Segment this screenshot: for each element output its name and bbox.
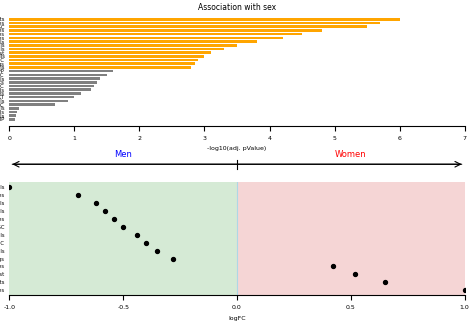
Text: Women: Women [335, 150, 366, 159]
Bar [9, 22, 380, 24]
Point [101, 209, 109, 214]
Bar [9, 48, 224, 50]
Text: Men: Men [114, 150, 132, 159]
Point [133, 232, 141, 238]
Bar [9, 114, 16, 117]
X-axis label: logFC: logFC [228, 316, 246, 321]
Bar [9, 40, 256, 43]
Point [119, 224, 127, 230]
Point [142, 240, 150, 245]
Title: Association with sex: Association with sex [198, 3, 276, 12]
Point [92, 201, 100, 206]
Point [170, 256, 177, 261]
X-axis label: -log10(adj. pValue): -log10(adj. pValue) [207, 146, 266, 151]
Bar [9, 81, 97, 83]
Bar [9, 18, 400, 21]
Bar [9, 107, 19, 109]
Bar [9, 37, 283, 39]
Bar [237, 182, 465, 295]
Bar [9, 33, 302, 35]
Point [381, 280, 389, 285]
Point [6, 185, 13, 190]
Bar [9, 25, 367, 28]
Bar [9, 182, 237, 295]
Bar [9, 59, 198, 61]
Point [74, 193, 82, 198]
Bar [9, 63, 195, 65]
Point [110, 216, 118, 221]
Bar [9, 44, 237, 47]
Bar [9, 88, 91, 91]
Bar [9, 118, 15, 121]
Bar [9, 111, 17, 113]
Bar [9, 77, 100, 80]
Point [352, 272, 359, 277]
Bar [9, 70, 113, 73]
Bar [9, 55, 204, 58]
Bar [9, 66, 191, 69]
Bar [9, 103, 55, 106]
Point [329, 264, 337, 269]
Bar [9, 92, 81, 95]
Bar [9, 51, 211, 54]
Bar [9, 29, 321, 32]
Point [154, 248, 161, 253]
Bar [9, 85, 94, 87]
Bar [9, 74, 107, 76]
Bar [9, 96, 74, 99]
Bar [9, 100, 68, 102]
Point [461, 288, 468, 293]
